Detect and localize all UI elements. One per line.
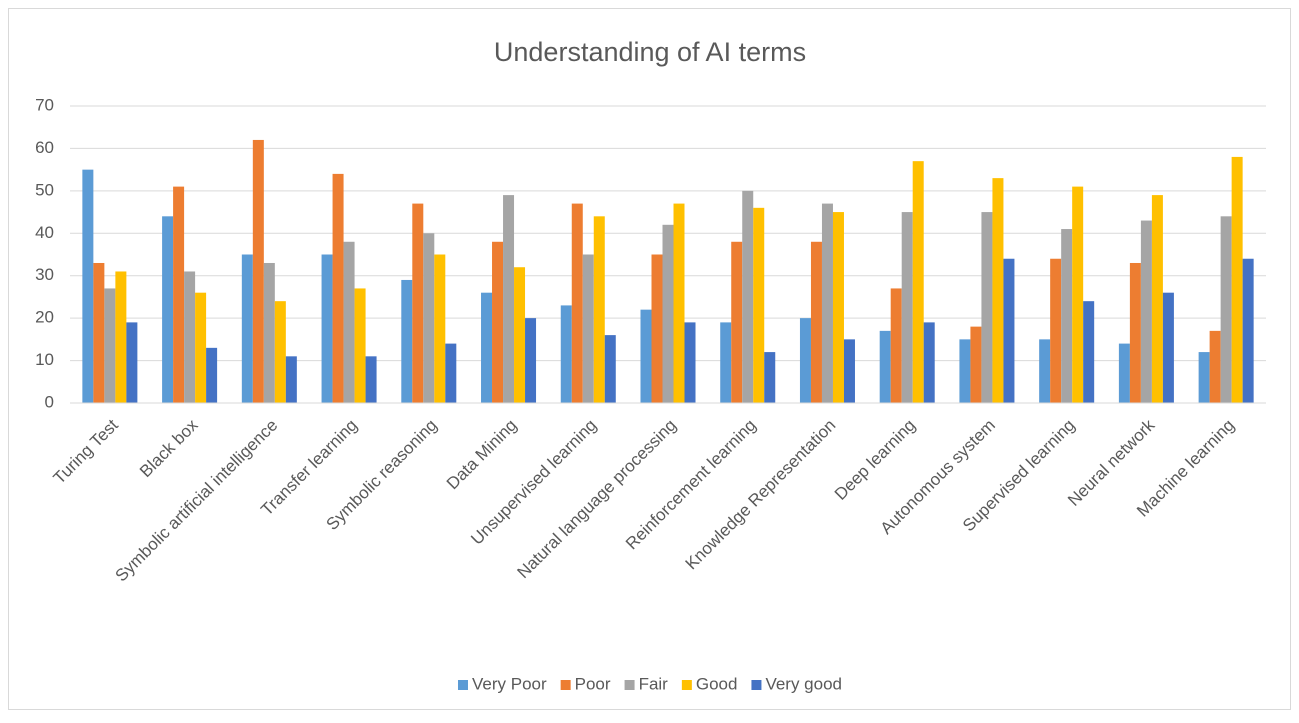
- bar: [832, 212, 844, 403]
- bar: [604, 335, 616, 403]
- chart-title: Understanding of AI terms: [494, 37, 806, 67]
- bar: [821, 203, 833, 403]
- bar: [901, 212, 913, 403]
- bar: [753, 207, 765, 403]
- bar: [981, 212, 993, 403]
- bar: [434, 254, 446, 403]
- bar: [525, 318, 537, 403]
- bar: [195, 292, 207, 403]
- bar: [560, 305, 572, 403]
- bar: [206, 347, 218, 403]
- bar: [890, 288, 902, 403]
- legend-label: Fair: [639, 674, 669, 693]
- bar: [1129, 262, 1141, 403]
- bar: [1140, 220, 1152, 403]
- bar: [1118, 343, 1130, 403]
- bar: [1050, 258, 1062, 403]
- bar: [640, 309, 652, 403]
- legend-label: Poor: [575, 674, 611, 693]
- bar: [1072, 186, 1084, 403]
- legend-marker: [751, 680, 762, 690]
- bar: [1242, 258, 1254, 403]
- legend-marker: [457, 680, 468, 690]
- bar: [799, 318, 811, 403]
- bar: [115, 271, 127, 403]
- legend-label: Very Poor: [472, 674, 547, 693]
- bar: [492, 241, 504, 403]
- bar: [343, 241, 355, 403]
- bar: [354, 288, 366, 403]
- bar: [582, 254, 594, 403]
- bar: [412, 203, 424, 403]
- bar: [684, 322, 696, 403]
- legend-marker: [624, 680, 635, 690]
- bar: [263, 262, 275, 403]
- y-tick-label: 20: [35, 308, 54, 327]
- bar: [173, 186, 185, 403]
- bar: [1162, 292, 1174, 403]
- bar: [1151, 195, 1163, 403]
- bar: [503, 195, 515, 403]
- bar: [1083, 301, 1095, 403]
- bar: [1209, 330, 1221, 403]
- bar: [879, 330, 891, 403]
- bar: [1198, 352, 1210, 403]
- bar: [912, 161, 924, 403]
- bar: [162, 216, 174, 403]
- bar: [365, 356, 377, 403]
- bar: [82, 169, 94, 403]
- y-tick-label: 10: [35, 350, 54, 369]
- y-tick-label: 60: [35, 138, 54, 157]
- legend-label: Very good: [765, 674, 842, 693]
- bar: [241, 254, 253, 403]
- bar: [285, 356, 297, 403]
- bar: [184, 271, 196, 403]
- bar: [571, 203, 583, 403]
- bar: [992, 178, 1004, 403]
- legend-marker: [560, 680, 571, 690]
- bar: [423, 233, 435, 403]
- bar: [126, 322, 138, 403]
- bar: [720, 322, 732, 403]
- bar: [673, 203, 685, 403]
- bar: [401, 279, 413, 403]
- bar: [810, 241, 822, 403]
- bar: [651, 254, 663, 403]
- bar: [1061, 229, 1073, 403]
- y-tick-label: 40: [35, 223, 54, 242]
- bar: [1039, 339, 1051, 403]
- bar: [923, 322, 935, 403]
- bar: [742, 190, 754, 403]
- bar: [764, 352, 776, 403]
- legend-label: Good: [696, 674, 738, 693]
- bar: [481, 292, 493, 403]
- bar: [593, 216, 605, 403]
- y-tick-label: 70: [35, 95, 54, 114]
- legend-marker: [681, 680, 692, 690]
- bar: [662, 224, 674, 403]
- bar: [445, 343, 457, 403]
- bar: [274, 301, 286, 403]
- bar: [970, 326, 982, 403]
- y-tick-label: 30: [35, 265, 54, 284]
- bar: [843, 339, 855, 403]
- bar: [104, 288, 116, 403]
- bar: [514, 267, 526, 403]
- bar: [93, 262, 105, 403]
- bar: [321, 254, 333, 403]
- bar: [731, 241, 743, 403]
- bar: [332, 173, 344, 403]
- y-tick-label: 0: [45, 392, 54, 411]
- bar: [959, 339, 971, 403]
- bar: [1231, 156, 1243, 403]
- bar: [1220, 216, 1232, 403]
- bar: [252, 139, 264, 403]
- bar: [1003, 258, 1015, 403]
- y-tick-label: 50: [35, 180, 54, 199]
